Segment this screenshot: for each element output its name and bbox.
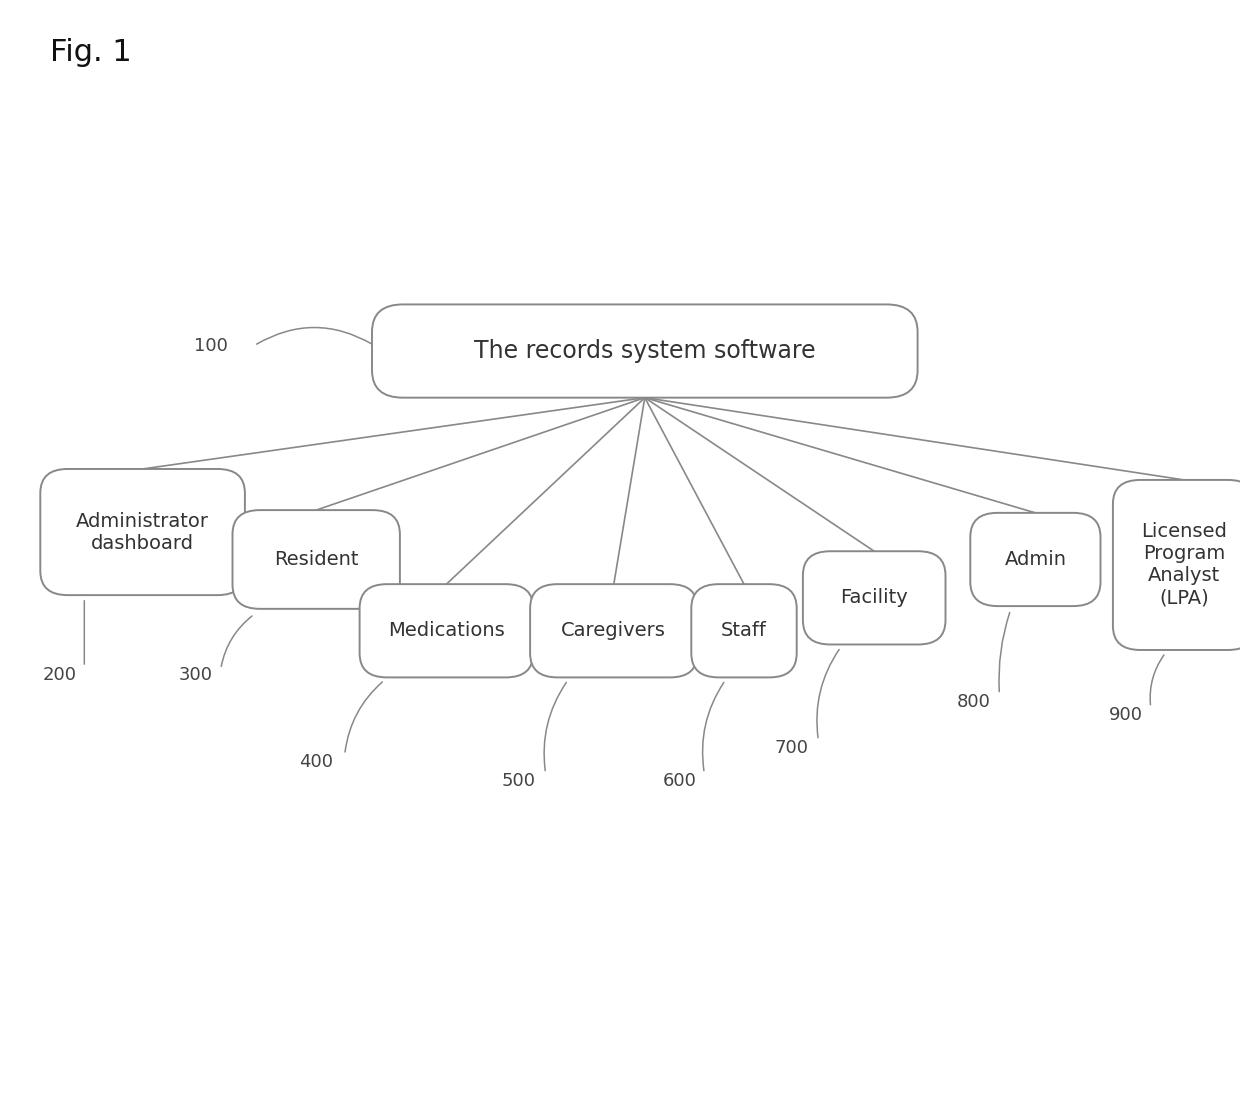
Text: 300: 300 <box>179 666 213 683</box>
Text: Caregivers: Caregivers <box>562 621 666 641</box>
FancyBboxPatch shape <box>1112 480 1240 649</box>
Text: Administrator
dashboard: Administrator dashboard <box>76 511 210 553</box>
FancyBboxPatch shape <box>970 513 1101 606</box>
FancyBboxPatch shape <box>531 584 697 677</box>
FancyBboxPatch shape <box>804 551 945 644</box>
Text: Admin: Admin <box>1004 550 1066 569</box>
FancyBboxPatch shape <box>360 584 533 677</box>
Text: 600: 600 <box>662 772 697 790</box>
Text: Staff: Staff <box>722 621 766 641</box>
Text: Resident: Resident <box>274 550 358 569</box>
Text: 700: 700 <box>774 739 808 757</box>
FancyBboxPatch shape <box>233 510 399 609</box>
Text: 100: 100 <box>193 337 228 354</box>
Text: 200: 200 <box>42 666 77 683</box>
Text: 500: 500 <box>501 772 536 790</box>
Text: The records system software: The records system software <box>474 339 816 363</box>
Text: 900: 900 <box>1109 706 1143 724</box>
FancyBboxPatch shape <box>372 305 918 397</box>
Text: Fig. 1: Fig. 1 <box>50 38 131 67</box>
Text: 800: 800 <box>956 693 991 711</box>
Text: Facility: Facility <box>841 588 908 608</box>
Text: Medications: Medications <box>388 621 505 641</box>
Text: Licensed
Program
Analyst
(LPA): Licensed Program Analyst (LPA) <box>1141 522 1228 608</box>
Text: 400: 400 <box>299 754 334 771</box>
FancyBboxPatch shape <box>40 470 246 595</box>
FancyBboxPatch shape <box>692 584 796 677</box>
